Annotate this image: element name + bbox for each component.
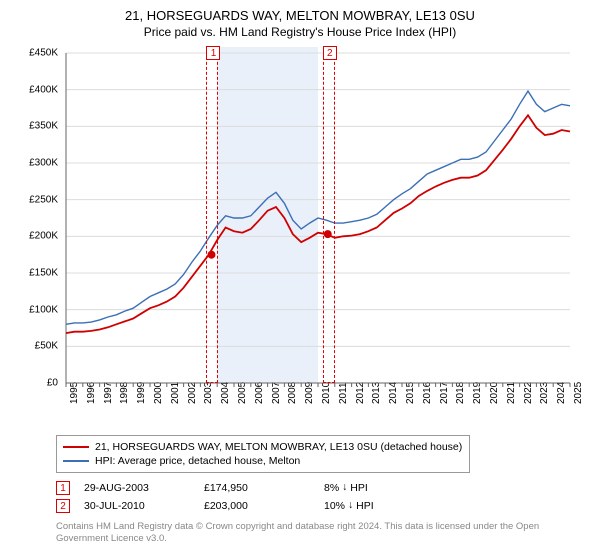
events-table: 1 29-AUG-2003£174,9508% ↓ HPI 2 30-JUL-2010… [56, 479, 580, 515]
legend-swatch [63, 446, 89, 448]
legend-label: HPI: Average price, detached house, Melt… [95, 455, 300, 467]
event-marker: 2 [323, 47, 335, 383]
event-date: 30-JUL-2010 [84, 500, 204, 512]
legend-label: 21, HORSEGUARDS WAY, MELTON MOWBRAY, LE1… [95, 441, 462, 453]
event-price: £203,000 [204, 500, 324, 512]
event-price: £174,950 [204, 482, 324, 494]
event-id-box: 2 [56, 499, 70, 513]
chart-title: 21, HORSEGUARDS WAY, MELTON MOWBRAY, LE1… [10, 8, 590, 23]
event-id-box: 1 [56, 481, 70, 495]
footnote: Contains HM Land Registry data © Crown c… [56, 521, 580, 545]
event-row: 1 29-AUG-2003£174,9508% ↓ HPI [56, 479, 580, 497]
legend: 21, HORSEGUARDS WAY, MELTON MOWBRAY, LE1… [56, 435, 470, 473]
event-row: 2 30-JUL-2010£203,00010% ↓ HPI [56, 497, 580, 515]
event-marker-label: 2 [323, 46, 337, 60]
event-pct: 10% ↓ HPI [324, 500, 444, 512]
line-chart: £0£50K£100K£150K£200K£250K£300K£350K£400… [20, 47, 580, 407]
event-pct: 8% ↓ HPI [324, 482, 444, 494]
legend-row: HPI: Average price, detached house, Melt… [63, 454, 463, 468]
chart-subtitle: Price paid vs. HM Land Registry's House … [10, 25, 590, 39]
event-date: 29-AUG-2003 [84, 482, 204, 494]
legend-swatch [63, 460, 89, 462]
legend-row: 21, HORSEGUARDS WAY, MELTON MOWBRAY, LE1… [63, 440, 463, 454]
event-marker-label: 1 [206, 46, 220, 60]
event-marker: 1 [206, 47, 218, 383]
series-property [66, 115, 570, 333]
